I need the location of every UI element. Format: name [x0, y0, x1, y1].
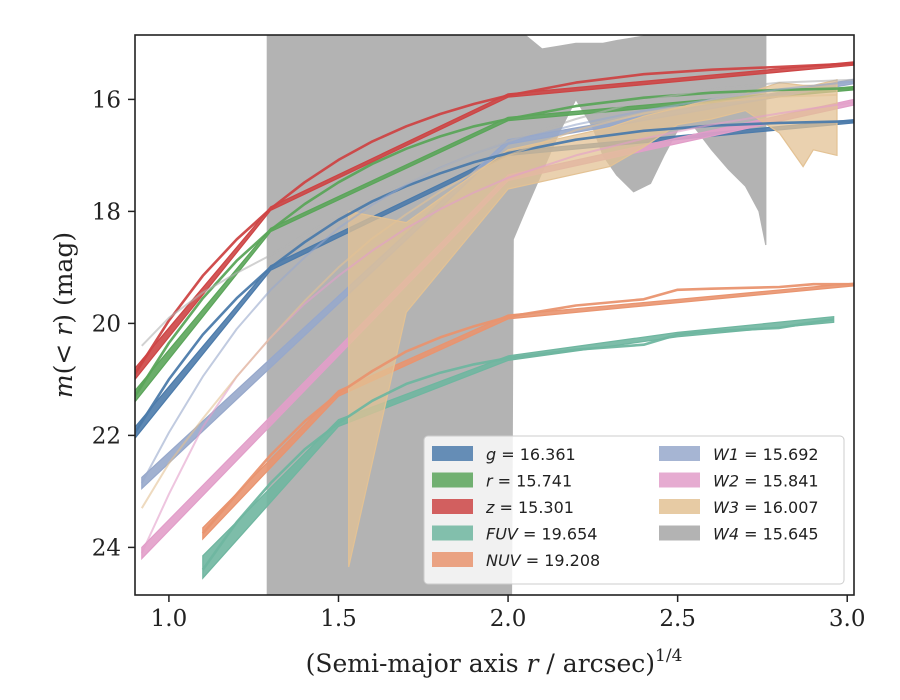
legend-label-w1: W1 = 15.692 — [713, 445, 819, 464]
legend-label-r: r = 15.741 — [486, 472, 572, 491]
legend-label-nuv: NUV = 19.208 — [486, 551, 600, 570]
legend-label-w2: W2 = 15.841 — [713, 472, 819, 491]
legend-swatch-nuv — [432, 552, 473, 567]
x-tick-label: 2.0 — [490, 606, 527, 632]
line-w4 — [141, 78, 854, 347]
plot-frame — [134, 34, 855, 596]
legend-swatch-z — [432, 499, 473, 514]
legend-label-g: g = 16.361 — [486, 445, 576, 464]
x-axis-title: (Semi-major axis r / arcsec)1/4 — [306, 646, 683, 678]
line-w3 — [140, 93, 838, 509]
x-axis: 1.0 1.5 2.0 2.5 3.0 — [151, 595, 866, 632]
legend: g = 16.361 r = 15.741 z = 15.301 FUV = 19.6… — [423, 435, 845, 585]
legend-swatch-w4 — [659, 525, 700, 541]
y-axis: 16 18 20 22 24 — [92, 87, 135, 561]
legend-swatch-fuv — [432, 525, 473, 541]
legend-label-w3: W3 = 16.007 — [713, 498, 819, 517]
y-tick-label: 20 — [92, 311, 121, 337]
band-z — [135, 61, 854, 381]
x-tick-label: 3.0 — [829, 606, 866, 632]
y-tick-label: 24 — [92, 535, 121, 561]
y-tick-label: 16 — [92, 87, 121, 113]
legend-swatch-w2 — [659, 472, 700, 488]
axes-frame — [134, 34, 855, 596]
band-w1 — [141, 78, 854, 490]
legend-label-fuv: FUV = 19.654 — [486, 525, 597, 544]
legend-swatch-w3 — [659, 499, 700, 514]
y-tick-label: 18 — [92, 199, 121, 225]
line-fuv — [201, 318, 834, 571]
x-tick-label: 1.5 — [320, 606, 357, 632]
line-nuv — [201, 282, 854, 535]
legend-label-w4: W4 = 15.645 — [713, 525, 819, 544]
legend-swatch-g — [432, 446, 473, 461]
legend-swatch-r — [432, 472, 473, 488]
x-tick-label: 2.5 — [659, 606, 696, 632]
line-w1 — [140, 80, 854, 484]
legend-swatch-w1 — [659, 446, 700, 461]
band-w3 — [348, 79, 838, 568]
legend-box — [423, 435, 845, 585]
line-z — [135, 62, 854, 375]
model-lines — [135, 62, 854, 571]
y-tick-label: 22 — [92, 423, 121, 449]
band-r — [135, 85, 854, 403]
band-fuv — [202, 316, 835, 580]
line-w2 — [140, 101, 854, 554]
line-g — [135, 119, 854, 434]
legend-label-z: z = 15.301 — [485, 498, 574, 517]
y-axis-title: m(< r) (mag) — [49, 232, 78, 398]
x-tick-label: 1.0 — [151, 606, 188, 632]
